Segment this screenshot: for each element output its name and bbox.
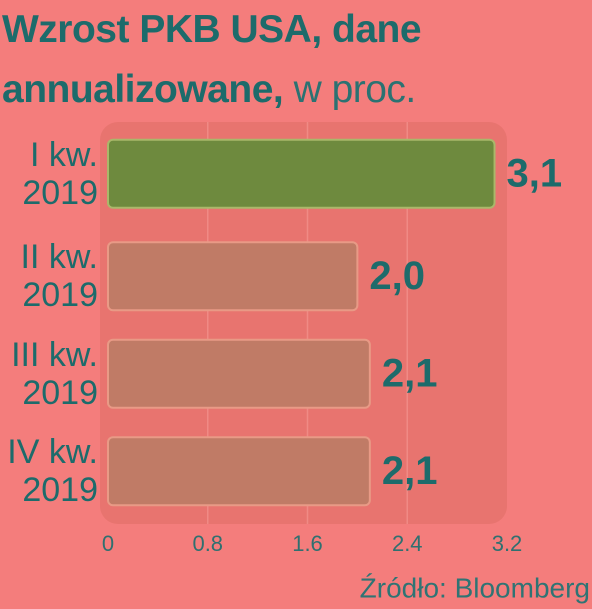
source: Źródło: Bloomberg bbox=[360, 572, 590, 603]
x-tick-label: 2.4 bbox=[392, 531, 423, 556]
y-tick-label: IV kw. 2019 bbox=[7, 433, 98, 510]
y-tick-label: III kw. 2019 bbox=[11, 335, 98, 412]
bar bbox=[107, 241, 359, 312]
y-tick-label: II kw. 2019 bbox=[20, 238, 98, 315]
x-tick-label: 0.8 bbox=[192, 531, 223, 556]
x-tick-label: 1.6 bbox=[292, 531, 323, 556]
x-tick-label: 0 bbox=[102, 531, 114, 556]
value-label: 2,1 bbox=[382, 351, 438, 395]
value-label: 3,1 bbox=[507, 151, 563, 195]
chart-title: Wzrost PKB USA, dane annualizowane, bbox=[2, 8, 422, 111]
chart-title-block: Wzrost PKB USA, dane annualizowane, w pr… bbox=[2, 0, 482, 120]
bar bbox=[107, 436, 371, 507]
bar bbox=[107, 138, 496, 209]
plot-background bbox=[100, 122, 507, 524]
y-tick-label: I kw. 2019 bbox=[22, 135, 98, 212]
value-label: 2,0 bbox=[369, 254, 425, 298]
value-label: 2,1 bbox=[382, 449, 438, 493]
x-tick-label: 3.2 bbox=[492, 531, 523, 556]
bar bbox=[107, 338, 371, 409]
chart-subtitle: w proc. bbox=[293, 68, 417, 111]
